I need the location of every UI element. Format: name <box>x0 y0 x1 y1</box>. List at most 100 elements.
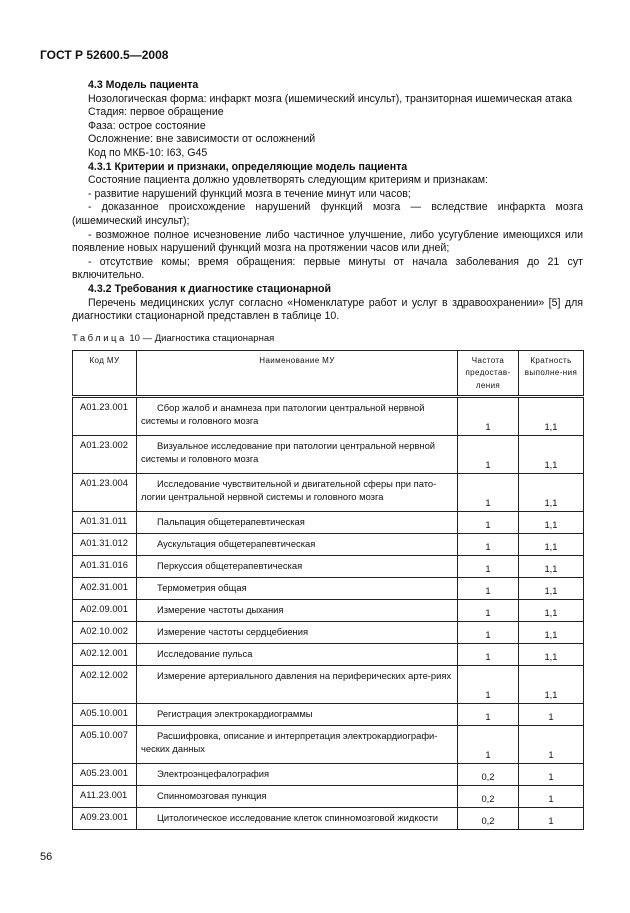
cell-name-text: Термометрия общая <box>157 582 247 594</box>
cell-multiplicity: 1,1 <box>518 511 584 535</box>
cell-multiplicity: 1,1 <box>518 555 584 579</box>
cell-frequency: 1 <box>457 703 519 727</box>
cell-multiplicity: 1 <box>518 725 584 765</box>
cell-multiplicity: 1,1 <box>518 396 584 437</box>
cell-name: Исследование чувствительной и двигательн… <box>136 473 458 513</box>
cell-name: Измерение частоты дыхания <box>136 599 458 623</box>
paragraph: Осложнение: вне зависимости от осложнени… <box>88 133 316 146</box>
table-row: A02.10.002 Измерение частоты сердцебиени… <box>72 621 584 645</box>
cell-frequency: 0,2 <box>457 763 519 787</box>
cell-code: A01.31.011 <box>72 511 137 535</box>
header-code: Код МУ <box>72 349 137 399</box>
cell-frequency: 1 <box>457 621 519 645</box>
cell-code: A02.31.001 <box>72 577 137 601</box>
cell-name: Термометрия общая <box>136 577 458 601</box>
cell-name-text: Пальпация общетерапевтическая <box>157 516 305 528</box>
table-row: A01.31.016 Перкуссия общетерапевтическая… <box>72 555 584 579</box>
cell-multiplicity: 1 <box>518 763 584 787</box>
cell-multiplicity: 1 <box>518 785 584 809</box>
cell-name: Электроэнцефалография <box>136 763 458 787</box>
table-caption: Таблица 10 — Диагностика стационарная <box>72 333 583 345</box>
cell-name-text: Измерение частоты дыхания <box>157 604 284 616</box>
table-row: A05.10.007 Расшифровка, описание и интер… <box>72 725 584 765</box>
cell-name-text: Расшифровка, описание и интерпретация эл… <box>141 730 438 755</box>
cell-name: Регистрация электрокардиограммы <box>136 703 458 727</box>
cell-multiplicity: 1 <box>518 703 584 727</box>
cell-name: Визуальное исследование при патологии це… <box>136 435 458 475</box>
cell-code: A11.23.001 <box>72 785 137 809</box>
document-header: ГОСТ Р 52600.5—2008 <box>40 48 169 62</box>
cell-code: A02.10.002 <box>72 621 137 645</box>
table-caption-text: 10 — Диагностика стационарная <box>129 332 275 344</box>
cell-frequency: 1 <box>457 435 519 475</box>
cell-name: Расшифровка, описание и интерпретация эл… <box>136 725 458 765</box>
table-row: A02.31.001 Термометрия общая 1 1,1 <box>72 577 584 601</box>
cell-name-text: Регистрация электрокардиограммы <box>157 708 313 720</box>
table-row: A01.31.012 Аускультация общетерапевтичес… <box>72 533 584 557</box>
table-row: A05.10.001 Регистрация электрокардиограм… <box>72 703 584 727</box>
cell-code: A01.23.001 <box>72 396 137 437</box>
cell-multiplicity: 1,1 <box>518 643 584 667</box>
cell-name-text: Сбор жалоб и анамнеза при патологии цент… <box>141 402 425 427</box>
paragraph: Перечень медицинских услуг согласно «Ном… <box>72 296 583 323</box>
paragraph: - развитие нарушений функций мозга в теч… <box>88 187 411 200</box>
cell-name: Пальпация общетерапевтическая <box>136 511 458 535</box>
cell-frequency: 1 <box>457 577 519 601</box>
cell-code: A01.23.004 <box>72 473 137 513</box>
cell-frequency: 1 <box>457 555 519 579</box>
table-row: A05.23.001 Электроэнцефалография 0,2 1 <box>72 763 584 787</box>
diagnostics-table: Код МУ Наименование МУ Частота предостав… <box>72 349 584 831</box>
cell-name-text: Спинномозговая пункция <box>157 790 267 802</box>
table-row: A02.12.001 Исследование пульса 1 1,1 <box>72 643 584 667</box>
cell-code: A05.23.001 <box>72 763 137 787</box>
cell-name-text: Исследование пульса <box>157 648 253 660</box>
table-row: A11.23.001 Спинномозговая пункция 0,2 1 <box>72 785 584 809</box>
table-row: A01.31.011 Пальпация общетерапевтическая… <box>72 511 584 535</box>
cell-code: A02.09.001 <box>72 599 137 623</box>
cell-code: A01.23.002 <box>72 435 137 475</box>
table-header-row: Код МУ Наименование МУ Частота предостав… <box>72 349 584 399</box>
document-body: 4.3 Модель пациента Нозологическая форма:… <box>72 79 583 324</box>
cell-code: A01.31.012 <box>72 533 137 557</box>
cell-code: A05.10.001 <box>72 703 137 727</box>
section-heading: 4.3.2 Требования к диагностике стационар… <box>88 282 331 295</box>
cell-frequency: 1 <box>457 725 519 765</box>
cell-multiplicity: 1,1 <box>518 665 584 705</box>
table-row: A01.23.001 Сбор жалоб и анамнеза при пат… <box>72 396 584 437</box>
document-content: 4.3 Модель пациента Нозологическая форма:… <box>72 79 584 831</box>
cell-code: A02.12.002 <box>72 665 137 705</box>
paragraph: Нозологическая форма: инфаркт мозга (ише… <box>88 92 573 105</box>
cell-name-text: Измерение артериального давления на пери… <box>157 670 452 682</box>
cell-frequency: 1 <box>457 511 519 535</box>
cell-name: Исследование пульса <box>136 643 458 667</box>
cell-frequency: 1 <box>457 473 519 513</box>
paragraph: - возможное полное исчезновение либо час… <box>72 228 583 255</box>
cell-multiplicity: 1,1 <box>518 621 584 645</box>
table-row: A02.09.001 Измерение частоты дыхания 1 1… <box>72 599 584 623</box>
cell-name: Измерение артериального давления на пери… <box>136 665 458 705</box>
header-multiplicity: Кратность выполне-ния <box>518 349 584 399</box>
cell-name-text: Цитологическое исследование клеток спинн… <box>157 812 439 824</box>
cell-frequency: 0,2 <box>457 807 519 831</box>
cell-frequency: 1 <box>457 533 519 557</box>
table-row: A01.23.004 Исследование чувствительной и… <box>72 473 584 513</box>
cell-code: A01.31.016 <box>72 555 137 579</box>
cell-code: A09.23.001 <box>72 807 137 831</box>
cell-frequency: 1 <box>457 396 519 437</box>
header-name: Наименование МУ <box>136 349 458 399</box>
cell-multiplicity: 1,1 <box>518 599 584 623</box>
paragraph: - отсутствие комы; время обращения: перв… <box>72 255 583 282</box>
cell-name: Цитологическое исследование клеток спинн… <box>136 807 458 831</box>
paragraph: Стадия: первое обращение <box>88 106 224 119</box>
section-heading: 4.3.1 Критерии и признаки, определяющие … <box>88 160 408 173</box>
cell-name: Перкуссия общетерапевтическая <box>136 555 458 579</box>
table-row: A01.23.002 Визуальное исследование при п… <box>72 435 584 475</box>
table-caption-label: Таблица <box>72 332 127 344</box>
section-heading: 4.3 Модель пациента <box>88 79 199 91</box>
cell-name: Сбор жалоб и анамнеза при патологии цент… <box>136 396 458 437</box>
cell-multiplicity: 1,1 <box>518 533 584 557</box>
cell-name-text: Исследование чувствительной и двигательн… <box>141 478 437 503</box>
cell-multiplicity: 1 <box>518 807 584 831</box>
paragraph: Код по МКБ-10: I63, G45 <box>88 146 208 159</box>
cell-name-text: Электроэнцефалография <box>157 768 270 780</box>
